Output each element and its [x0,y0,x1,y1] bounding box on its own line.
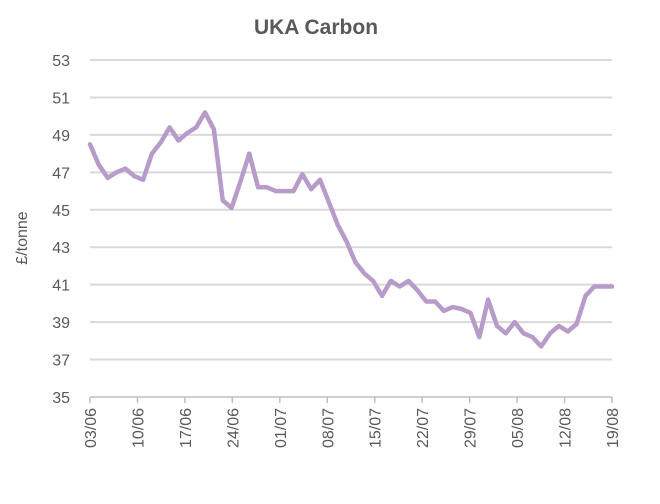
y-axis-label: £/tonne [14,211,31,264]
x-axis: 03/06 10/06 17/06 24/06 01/07 08/07 15/07 22/07… [83,396,622,448]
series-line [87,110,615,349]
x-tick-label: 24/06 [225,408,242,448]
x-tick-label: 03/06 [83,408,100,448]
y-tick-label: 43 [52,240,70,257]
series-layer [87,110,615,349]
y-tick-label: 39 [52,315,70,332]
x-tick-label: 08/07 [320,408,337,448]
x-tick-label: 12/08 [558,408,575,448]
x-tick-label: 19/08 [605,408,622,448]
y-tick-label: 47 [52,165,70,182]
y-tick-label: 53 [52,53,70,70]
y-tick-label: 41 [52,278,70,295]
x-tick-label: 22/07 [415,408,432,448]
y-tick-label: 45 [52,203,70,220]
x-tick-label: 01/07 [273,408,290,448]
y-tick-label: 35 [52,390,70,407]
x-tick-label: 17/06 [178,408,195,448]
y-tick-label: 51 [52,90,70,107]
y-tick-label: 37 [52,353,70,370]
chart-title: UKA Carbon [254,16,378,39]
y-tick-label: 49 [52,128,70,145]
y-tick-labels: 35 37 39 41 43 45 47 49 51 53 [52,53,70,407]
grid-lines [90,59,612,361]
x-tick-label: 29/07 [463,408,480,448]
x-tick-label: 05/08 [510,408,527,448]
x-tick-label: 10/06 [130,408,147,448]
x-tick-label: 15/07 [368,408,385,448]
